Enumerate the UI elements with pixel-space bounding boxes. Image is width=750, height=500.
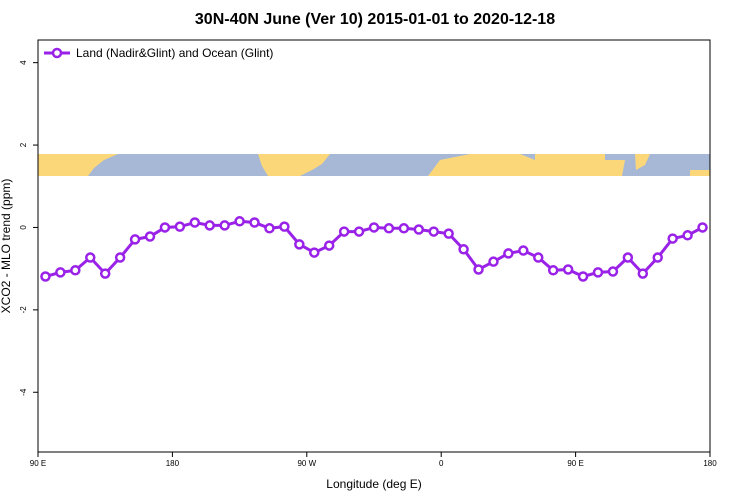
point (488, 256, 499, 267)
point (547, 265, 559, 276)
x-tick-label: 180 (166, 459, 180, 468)
point (577, 271, 589, 282)
x-tick-label: 90 E (567, 459, 583, 468)
point (219, 220, 230, 231)
x-tick-label: 90 E (30, 459, 46, 468)
point (70, 265, 81, 276)
point (443, 228, 454, 239)
point (99, 268, 111, 279)
y-tick-label: -4 (19, 388, 28, 396)
point (637, 268, 649, 279)
x-axis-label: Longitude (deg E) (326, 477, 421, 491)
point (697, 222, 708, 233)
map-strip (38, 154, 710, 176)
point (503, 248, 514, 259)
point (55, 267, 66, 278)
point (129, 234, 141, 245)
point (159, 222, 171, 233)
point (189, 217, 201, 228)
point (518, 245, 529, 256)
y-tick-label: 0 (19, 225, 28, 230)
x-tick-label: 90 W (297, 459, 316, 468)
point (204, 220, 215, 231)
point (533, 252, 544, 263)
point (309, 247, 320, 258)
legend-marker (51, 47, 63, 59)
point (562, 264, 574, 275)
legend-label: Land (Nadir&Glint) and Ocean (Glint) (76, 46, 273, 60)
point (264, 223, 275, 234)
point (144, 231, 156, 242)
point (40, 271, 51, 282)
point (652, 252, 663, 263)
chart-title: 30N-40N June (Ver 10) 2015-01-01 to 2020… (195, 11, 555, 28)
point (473, 264, 484, 275)
point (592, 267, 604, 278)
point (294, 239, 305, 250)
point (458, 244, 469, 255)
point (114, 252, 126, 263)
point (413, 224, 425, 235)
x-tick-label: 180 (703, 459, 717, 468)
point (353, 226, 365, 237)
point (428, 226, 439, 237)
point (682, 230, 693, 241)
point (383, 223, 395, 234)
point (279, 221, 290, 232)
y-axis-label: XCO2 - MLO trend (ppm) (0, 179, 13, 314)
x-tick-label: 0 (439, 459, 444, 468)
point (249, 217, 260, 228)
y-tick-label: 2 (19, 142, 28, 147)
point (85, 252, 96, 263)
point (323, 240, 335, 251)
y-tick-label: 4 (19, 60, 28, 65)
point (398, 223, 410, 234)
point (368, 222, 380, 233)
point (607, 266, 619, 277)
point (174, 221, 186, 232)
point (622, 252, 634, 263)
point (338, 226, 350, 237)
y-tick-label: -2 (19, 306, 28, 314)
point (234, 216, 245, 227)
plot-frame (37, 39, 711, 453)
point (667, 233, 678, 244)
